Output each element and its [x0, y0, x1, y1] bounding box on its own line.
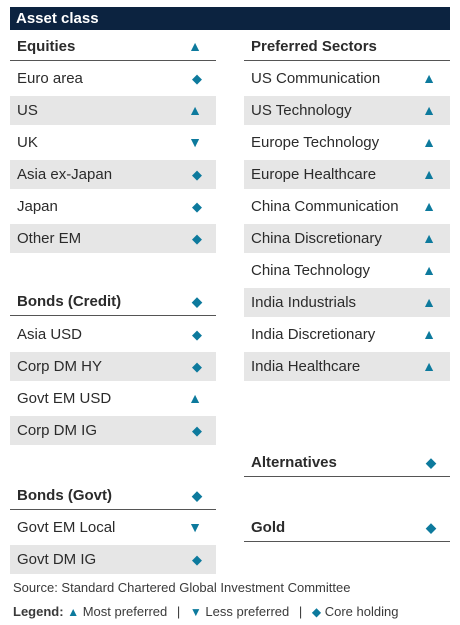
- sector-row: Europe Technology ▲: [244, 128, 450, 157]
- sector-row: China Technology ▲: [244, 256, 450, 285]
- row-label: India Industrials: [251, 294, 357, 311]
- sector-row: India Industrials ▲: [244, 288, 450, 317]
- equities-header: Equities ▲: [10, 32, 216, 61]
- core-holding-icon: ◆: [426, 520, 436, 535]
- bonds-credit-row: Corp DM HY ◆: [10, 352, 216, 381]
- less-preferred-icon: ▼: [189, 605, 202, 619]
- equities-row: US ▲: [10, 96, 216, 125]
- row-label: China Discretionary: [251, 230, 382, 247]
- legend-less-preferred: Less preferred: [205, 604, 290, 619]
- row-label: US Technology: [251, 102, 352, 119]
- equities-row: Euro area ◆: [10, 64, 216, 93]
- row-label: Other EM: [17, 230, 82, 247]
- row-label: China Technology: [251, 262, 370, 279]
- sector-row: US Technology ▲: [244, 96, 450, 125]
- preferred-sectors-header-label: Preferred Sectors: [251, 38, 377, 55]
- sector-row: China Discretionary ▲: [244, 224, 450, 253]
- core-holding-icon: ◆: [192, 488, 202, 503]
- row-label: US: [17, 102, 38, 119]
- sector-row: India Discretionary ▲: [244, 320, 450, 349]
- core-holding-icon: ◆: [192, 71, 202, 86]
- row-label: India Discretionary: [251, 326, 376, 343]
- sector-row: Europe Healthcare ▲: [244, 160, 450, 189]
- legend: Legend: ▲ Most preferred | ▼ Less prefer…: [13, 604, 398, 619]
- legend-separator: |: [298, 604, 303, 619]
- core-holding-icon: ◆: [192, 231, 202, 246]
- core-holding-icon: ◆: [311, 605, 322, 619]
- most-preferred-icon: ▲: [422, 70, 436, 86]
- most-preferred-icon: ▲: [67, 605, 80, 619]
- gold-header: Gold ◆: [244, 513, 450, 542]
- equities-row: Asia ex-Japan ◆: [10, 160, 216, 189]
- preferred-sectors-header: Preferred Sectors: [244, 32, 450, 61]
- row-label: Europe Healthcare: [251, 166, 377, 183]
- row-label: Europe Technology: [251, 134, 380, 151]
- legend-most-preferred: Most preferred: [82, 604, 168, 619]
- core-holding-icon: ◆: [192, 167, 202, 182]
- row-label: US Communication: [251, 70, 381, 87]
- equities-row: Japan ◆: [10, 192, 216, 221]
- most-preferred-icon: ▲: [422, 134, 436, 150]
- most-preferred-icon: ▲: [422, 358, 436, 374]
- bonds-credit-header-label: Bonds (Credit): [17, 293, 122, 310]
- alternatives-header: Alternatives ◆: [244, 448, 450, 477]
- row-label: Asia USD: [17, 326, 83, 343]
- core-holding-icon: ◆: [192, 199, 202, 214]
- bonds-govt-row: Govt EM Local ▼: [10, 513, 216, 542]
- bonds-govt-header: Bonds (Govt) ◆: [10, 481, 216, 510]
- row-label: Govt DM IG: [17, 551, 97, 568]
- legend-separator: |: [176, 604, 181, 619]
- row-label: Corp DM IG: [17, 422, 98, 439]
- gold-header-label: Gold: [251, 519, 286, 536]
- bonds-credit-header: Bonds (Credit) ◆: [10, 287, 216, 316]
- bonds-credit-row: Corp DM IG ◆: [10, 416, 216, 445]
- legend-core-holding: Core holding: [324, 604, 399, 619]
- core-holding-icon: ◆: [192, 552, 202, 567]
- source-note: Source: Standard Chartered Global Invest…: [13, 580, 351, 595]
- most-preferred-icon: ▲: [422, 326, 436, 342]
- most-preferred-icon: ▲: [422, 198, 436, 214]
- sector-row: India Healthcare ▲: [244, 352, 450, 381]
- most-preferred-icon: ▲: [422, 294, 436, 310]
- row-label: Govt EM Local: [17, 519, 116, 536]
- equities-row: Other EM ◆: [10, 224, 216, 253]
- most-preferred-icon: ▲: [422, 166, 436, 182]
- bonds-govt-header-label: Bonds (Govt): [17, 487, 112, 504]
- sector-row: China Communication ▲: [244, 192, 450, 221]
- core-holding-icon: ◆: [192, 294, 202, 309]
- legend-title: Legend:: [13, 604, 64, 619]
- most-preferred-icon: ▲: [188, 38, 202, 54]
- most-preferred-icon: ▲: [422, 230, 436, 246]
- row-label: UK: [17, 134, 38, 151]
- most-preferred-icon: ▲: [188, 102, 202, 118]
- most-preferred-icon: ▲: [422, 262, 436, 278]
- asset-class-title: Asset class: [10, 7, 450, 30]
- row-label: Japan: [17, 198, 58, 215]
- most-preferred-icon: ▲: [422, 102, 436, 118]
- row-label: Corp DM HY: [17, 358, 103, 375]
- row-label: India Healthcare: [251, 358, 361, 375]
- less-preferred-icon: ▼: [188, 519, 202, 535]
- core-holding-icon: ◆: [192, 327, 202, 342]
- most-preferred-icon: ▲: [188, 390, 202, 406]
- row-label: China Communication: [251, 198, 399, 215]
- bonds-govt-row: Govt DM IG ◆: [10, 545, 216, 574]
- bonds-credit-row: Asia USD ◆: [10, 320, 216, 349]
- row-label: Govt EM USD: [17, 390, 112, 407]
- less-preferred-icon: ▼: [188, 134, 202, 150]
- row-label: Euro area: [17, 70, 83, 87]
- equities-header-label: Equities: [17, 38, 76, 55]
- equities-row: UK ▼: [10, 128, 216, 157]
- core-holding-icon: ◆: [426, 455, 436, 470]
- core-holding-icon: ◆: [192, 423, 202, 438]
- core-holding-icon: ◆: [192, 359, 202, 374]
- bonds-credit-row: Govt EM USD ▲: [10, 384, 216, 413]
- sector-row: US Communication ▲: [244, 64, 450, 93]
- alternatives-header-label: Alternatives: [251, 454, 337, 471]
- row-label: Asia ex-Japan: [17, 166, 113, 183]
